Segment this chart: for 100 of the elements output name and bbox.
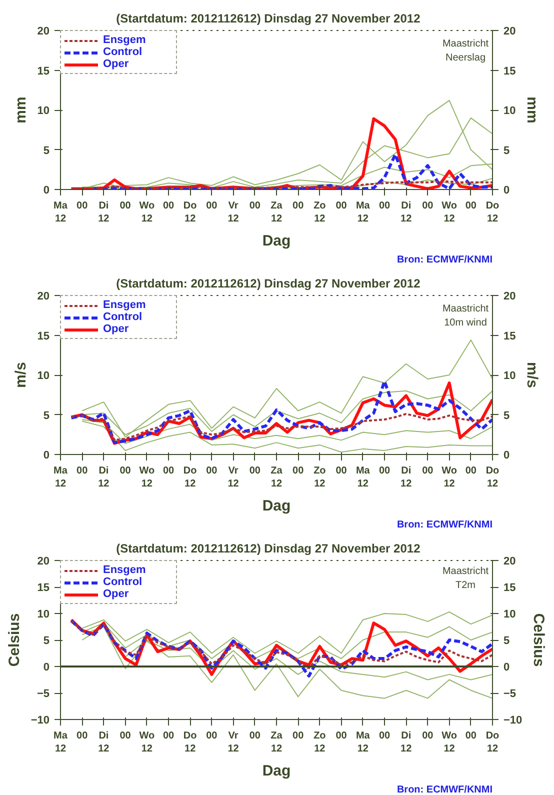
x-tick-label: 00	[465, 730, 477, 742]
x-tick-label: Za 12	[270, 200, 283, 225]
legend-label: Control	[103, 576, 144, 588]
x-tick-label: 00	[336, 466, 348, 476]
x-axis-title: Dag	[262, 762, 291, 780]
x-tick-label: Do 12	[183, 200, 197, 225]
x-tick-label: 00	[206, 466, 218, 476]
x-tick-label: 00	[120, 730, 132, 742]
x-tick-label: 00	[422, 730, 434, 742]
y2-tick-label: 15	[504, 65, 516, 78]
y2-tick-label: 15	[504, 582, 516, 594]
y-axis-title: Celsius	[6, 613, 23, 667]
x-tick-label: 00	[249, 200, 261, 212]
annotation: Maastricht 10m wind	[442, 303, 489, 329]
text: Bron: ECMWF/KNMI	[396, 520, 493, 530]
x-tick-label: 00	[206, 200, 218, 212]
x-tick-label: Za 12	[270, 466, 283, 490]
y-axis-title: m/s	[12, 362, 30, 388]
x-tick-label: Vr 12	[228, 200, 240, 225]
x-tick-label: 00	[249, 466, 261, 476]
y-tick-label: 15	[37, 330, 50, 342]
annotation: Maastricht Neerslag	[442, 38, 489, 64]
x-tick-label: Do 12	[486, 730, 500, 755]
x-tick-label: 00	[292, 730, 304, 742]
x-tick-label: 00	[378, 466, 390, 476]
x-tick-label: Wo 12	[139, 730, 155, 755]
y-tick-label: 20	[37, 26, 50, 38]
x-tick-label: Di 12	[400, 466, 412, 490]
legend-label: Control	[103, 311, 144, 323]
x-tick-label: Ma 12	[356, 200, 370, 225]
x-tick-label: Di 12	[98, 200, 110, 225]
legend-label: Ensgem	[103, 299, 147, 311]
x-tick-label: Do 12	[183, 730, 197, 755]
x-tick-label: Wo 12	[139, 466, 155, 490]
text: Bron: ECMWF/KNMI	[396, 254, 493, 266]
x-tick-label: Vr 12	[228, 466, 240, 490]
x-tick-label: Vr 12	[228, 730, 240, 755]
y-tick-label: 10	[37, 370, 50, 382]
y2-tick-label: 0	[504, 184, 510, 196]
x-tick-label: 00	[378, 200, 390, 212]
legend-label: Oper	[103, 588, 130, 600]
legend-label: Oper	[103, 323, 130, 335]
y-tick-label: −5	[36, 688, 50, 700]
y2-tick-label: 20	[504, 290, 516, 302]
y-tick-label: 5	[43, 410, 50, 422]
x-tick-label: 00	[76, 466, 88, 476]
x-tick-label: Di 12	[400, 730, 412, 755]
y-tick-label: 15	[37, 65, 50, 78]
y2-tick-label: 10	[504, 370, 516, 382]
x-tick-label: 00	[120, 200, 132, 212]
x-axis-title: Dag	[262, 232, 291, 250]
x-tick-label: Ma 12	[54, 730, 68, 755]
y2-tick-label: 10	[504, 608, 516, 620]
legend-label: Oper	[103, 58, 130, 70]
y2-axis-title: Celsius	[530, 613, 548, 667]
y-tick-label: 10	[37, 105, 50, 117]
x-tick-label: Di 12	[98, 730, 110, 755]
y-tick-label: 10	[37, 608, 50, 620]
y-tick-label: 20	[37, 290, 50, 302]
x-tick-label: Do 12	[486, 200, 500, 225]
y2-tick-label: 5	[504, 410, 510, 422]
x-tick-label: 00	[422, 200, 434, 212]
y-tick-label: 5	[43, 635, 50, 647]
x-tick-label: Za 12	[270, 730, 283, 755]
y2-tick-label: 5	[504, 635, 510, 647]
x-tick-label: 00	[292, 466, 304, 476]
x-tick-label: Di 12	[98, 466, 110, 490]
x-tick-label: 00	[336, 200, 348, 212]
x-axis-title: Dag	[262, 498, 291, 515]
x-tick-label: Wo 12	[442, 466, 457, 490]
x-tick-label: Ma 12	[356, 466, 370, 490]
x-tick-label: Wo 12	[442, 730, 457, 755]
legend-label: Ensgem	[103, 34, 147, 46]
x-tick-label: 00	[249, 730, 261, 742]
y2-tick-label: 0	[504, 450, 510, 462]
x-tick-label: 00	[206, 730, 218, 742]
x-tick-label: 00	[292, 200, 304, 212]
x-tick-label: 00	[120, 466, 132, 476]
y-axis-title: mm	[12, 96, 30, 124]
x-tick-label: 00	[76, 200, 88, 212]
y2-tick-label: 15	[504, 330, 516, 342]
annotation: Maastricht T2m	[442, 566, 489, 592]
x-tick-label: Do 12	[486, 466, 500, 490]
chart-title: (Startdatum: 2012112612) Dinsdag 27 November 2012	[116, 12, 421, 26]
y-tick-label: 0	[43, 662, 50, 674]
y-tick-label: −10	[30, 714, 50, 726]
x-tick-label: Ma 12	[54, 200, 68, 225]
y2-axis-title: m/s	[524, 362, 541, 388]
x-tick-label: Wo 12	[442, 200, 457, 225]
legend-label: Control	[103, 46, 144, 58]
x-tick-label: 00	[162, 730, 174, 742]
chart-title: (Startdatum: 2012112612) Dinsdag 27 November 2012	[116, 276, 421, 290]
x-tick-label: Zo 12	[314, 730, 326, 755]
y2-tick-label: 20	[504, 556, 516, 568]
x-tick-label: 00	[162, 200, 174, 212]
y-tick-label: 20	[37, 556, 50, 568]
x-tick-label: 00	[76, 730, 88, 742]
y2-tick-label: 5	[504, 144, 510, 157]
y-tick-label: 0	[43, 450, 50, 462]
x-tick-label: Wo 12	[139, 200, 155, 225]
